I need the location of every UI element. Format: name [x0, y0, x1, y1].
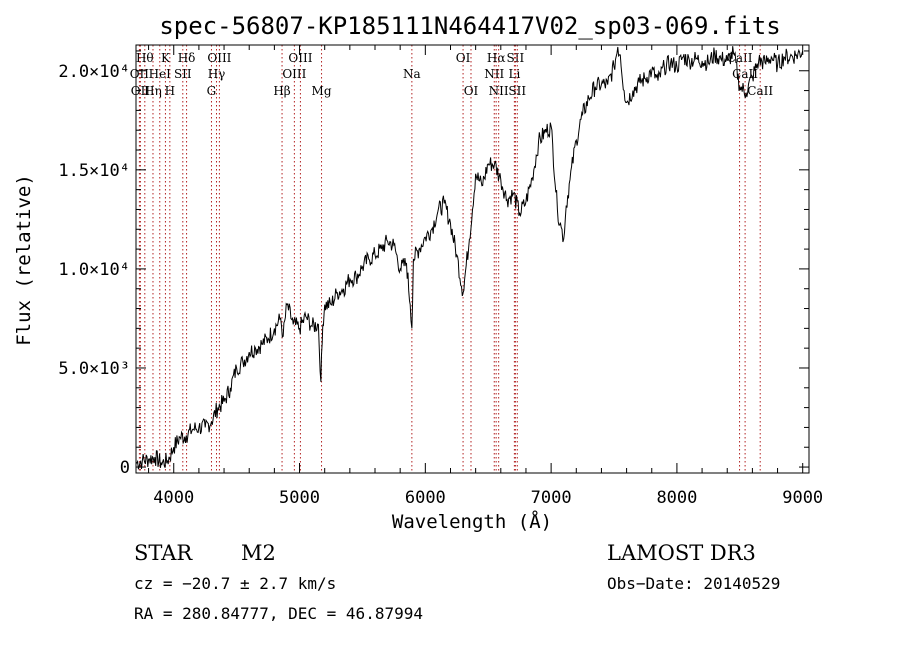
line-marker-label: Hβ — [273, 84, 290, 98]
line-marker-label: HeI — [149, 67, 172, 81]
tick-layer: 4000 5000 6000 7000 8000 9000 0 5.0×10³ 1.0×10⁴ 1… — [58, 45, 823, 508]
line-marker-label: SII — [508, 84, 526, 98]
line-marker-label: OIII — [282, 67, 306, 81]
line-marker-label: CaII — [727, 51, 753, 65]
object-class: STAR — [134, 541, 193, 565]
x-tick-label: 9000 — [782, 488, 823, 508]
line-marker-label: SII — [507, 51, 525, 65]
observation-date: Obs−Date: 20140529 — [607, 574, 780, 593]
y-tick-label: 0 — [120, 458, 130, 478]
line-marker-layer: HθOIIOIIHηHeIKHSIIHδGHγOIIIHβOIIIOIIIMgN… — [130, 45, 773, 473]
object-subclass: M2 — [241, 541, 276, 565]
line-marker-label: OII — [130, 67, 150, 81]
line-marker-label: H — [165, 84, 175, 98]
x-tick-label: 4000 — [153, 488, 194, 508]
line-marker-label: Li — [508, 67, 520, 81]
ra-dec-coordinates: RA = 280.84777, DEC = 46.87994 — [134, 604, 423, 623]
y-tick-label: 1.0×10⁴ — [58, 260, 130, 280]
x-tick-label: 7000 — [531, 488, 572, 508]
x-tick-label: 5000 — [279, 488, 320, 508]
line-marker-label: NII — [489, 84, 509, 98]
line-marker-label: Mg — [312, 84, 332, 98]
survey-name: LAMOST DR3 — [607, 541, 756, 565]
line-marker-label: OIII — [207, 51, 231, 65]
line-marker-label: OI — [456, 51, 471, 65]
line-marker-label: Hγ — [208, 67, 226, 81]
line-marker-label: Hα — [487, 51, 506, 65]
series-layer — [135, 46, 804, 470]
y-tick-label: 1.5×10⁴ — [58, 161, 130, 181]
line-marker-label: K — [161, 51, 171, 65]
line-marker-label: Hδ — [178, 51, 196, 65]
chart-title: spec-56807-KP185111N464417V02_sp03-069.f… — [159, 12, 780, 40]
y-tick-label: 2.0×10⁴ — [58, 62, 130, 82]
line-marker-label: G — [207, 84, 217, 98]
line-marker-label: Hη — [144, 84, 162, 98]
x-tick-label: 6000 — [405, 488, 446, 508]
y-axis-label: Flux (relative) — [13, 174, 35, 346]
x-axis-label: Wavelength (Å) — [392, 510, 552, 533]
y-tick-label: 5.0×10³ — [58, 359, 130, 379]
line-marker-label: OIII — [288, 51, 312, 65]
line-marker-label: OI — [464, 84, 479, 98]
x-tick-label: 8000 — [656, 488, 697, 508]
line-marker-label: SII — [174, 67, 192, 81]
plot-frame — [135, 44, 810, 474]
line-marker-label: Na — [403, 67, 421, 81]
redshift-cz: cz = −20.7 ± 2.7 km/s — [134, 574, 336, 593]
line-marker-label: Hθ — [136, 51, 154, 65]
series-line-spectrum — [135, 46, 804, 470]
line-marker-label: CaII — [747, 84, 773, 98]
line-marker-label: NII — [484, 67, 504, 81]
